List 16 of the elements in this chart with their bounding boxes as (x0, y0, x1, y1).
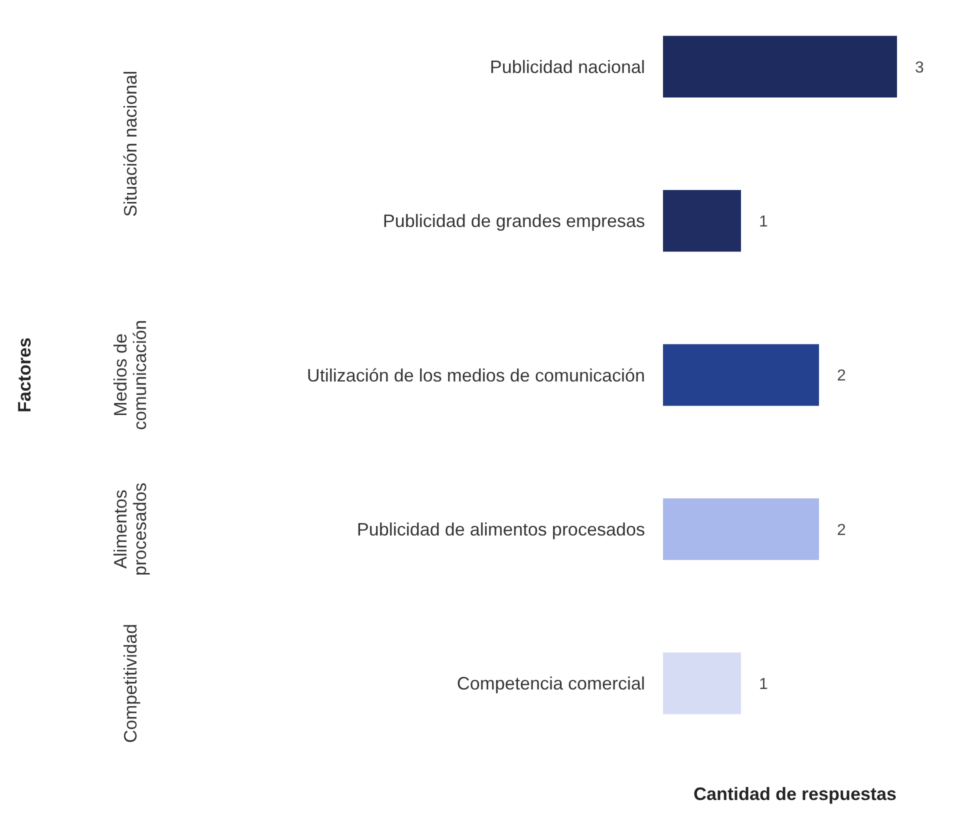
text: Medios de comunicación (110, 320, 150, 430)
text: Alimentos procesados (110, 482, 150, 576)
y-tick-label: Publicidad de grandes empresas (382, 211, 645, 232)
y-tick-label: Publicidad nacional (490, 56, 645, 77)
x-axis-title: Cantidad de respuestas (693, 784, 897, 804)
text: Competitividad (120, 624, 140, 743)
data-label: 1 (759, 213, 768, 230)
y-tick-label: Competencia comercial (456, 674, 645, 694)
data-label: 3 (915, 59, 924, 76)
data-label: 1 (759, 676, 768, 693)
text: Factores (14, 337, 34, 413)
data-label: 2 (837, 368, 846, 385)
y-tick-label: Publicidad de alimentos procesados (356, 519, 645, 540)
text: Situación nacional (120, 70, 140, 217)
data-label: 2 (837, 522, 846, 539)
y-tick-label: Utilización de los medios de comunicación (306, 365, 645, 386)
